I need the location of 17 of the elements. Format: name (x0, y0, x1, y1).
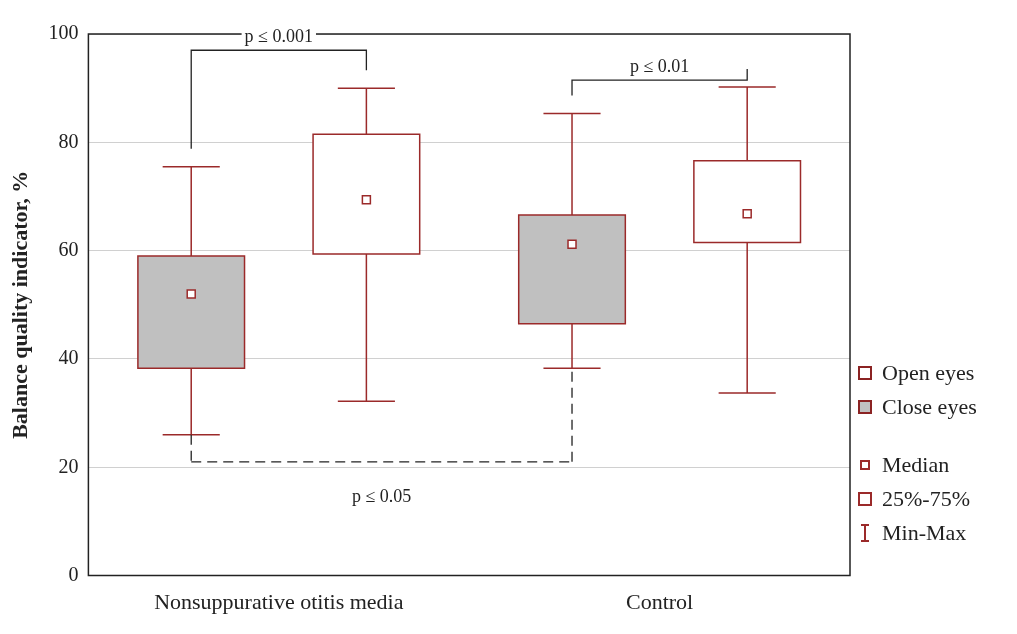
y-axis-title: Balance quality indicator, % (6, 170, 32, 439)
annotation: p ≤ 0.001 (244, 25, 313, 46)
legend-label: Close eyes (881, 393, 977, 421)
y-tick-label: 0 (68, 562, 79, 585)
text: 25%-75% (881, 485, 971, 513)
y-tick-label: 40 (58, 346, 79, 369)
x-tick-label: Nonsuppurative otitis media (154, 588, 404, 614)
y-tick-label: 80 (58, 129, 79, 152)
y-tick-label: 60 (58, 237, 79, 260)
text: Open eyes (881, 359, 976, 387)
y-tick-label: 100 (48, 21, 79, 44)
annotation: p ≤ 0.01 (629, 55, 690, 76)
x-tick-label: Control (625, 588, 694, 614)
annotation: p ≤ 0.05 (351, 485, 412, 506)
text: Median (881, 451, 951, 479)
y-tick-label: 20 (58, 454, 79, 477)
text: Min-Max (881, 519, 968, 547)
